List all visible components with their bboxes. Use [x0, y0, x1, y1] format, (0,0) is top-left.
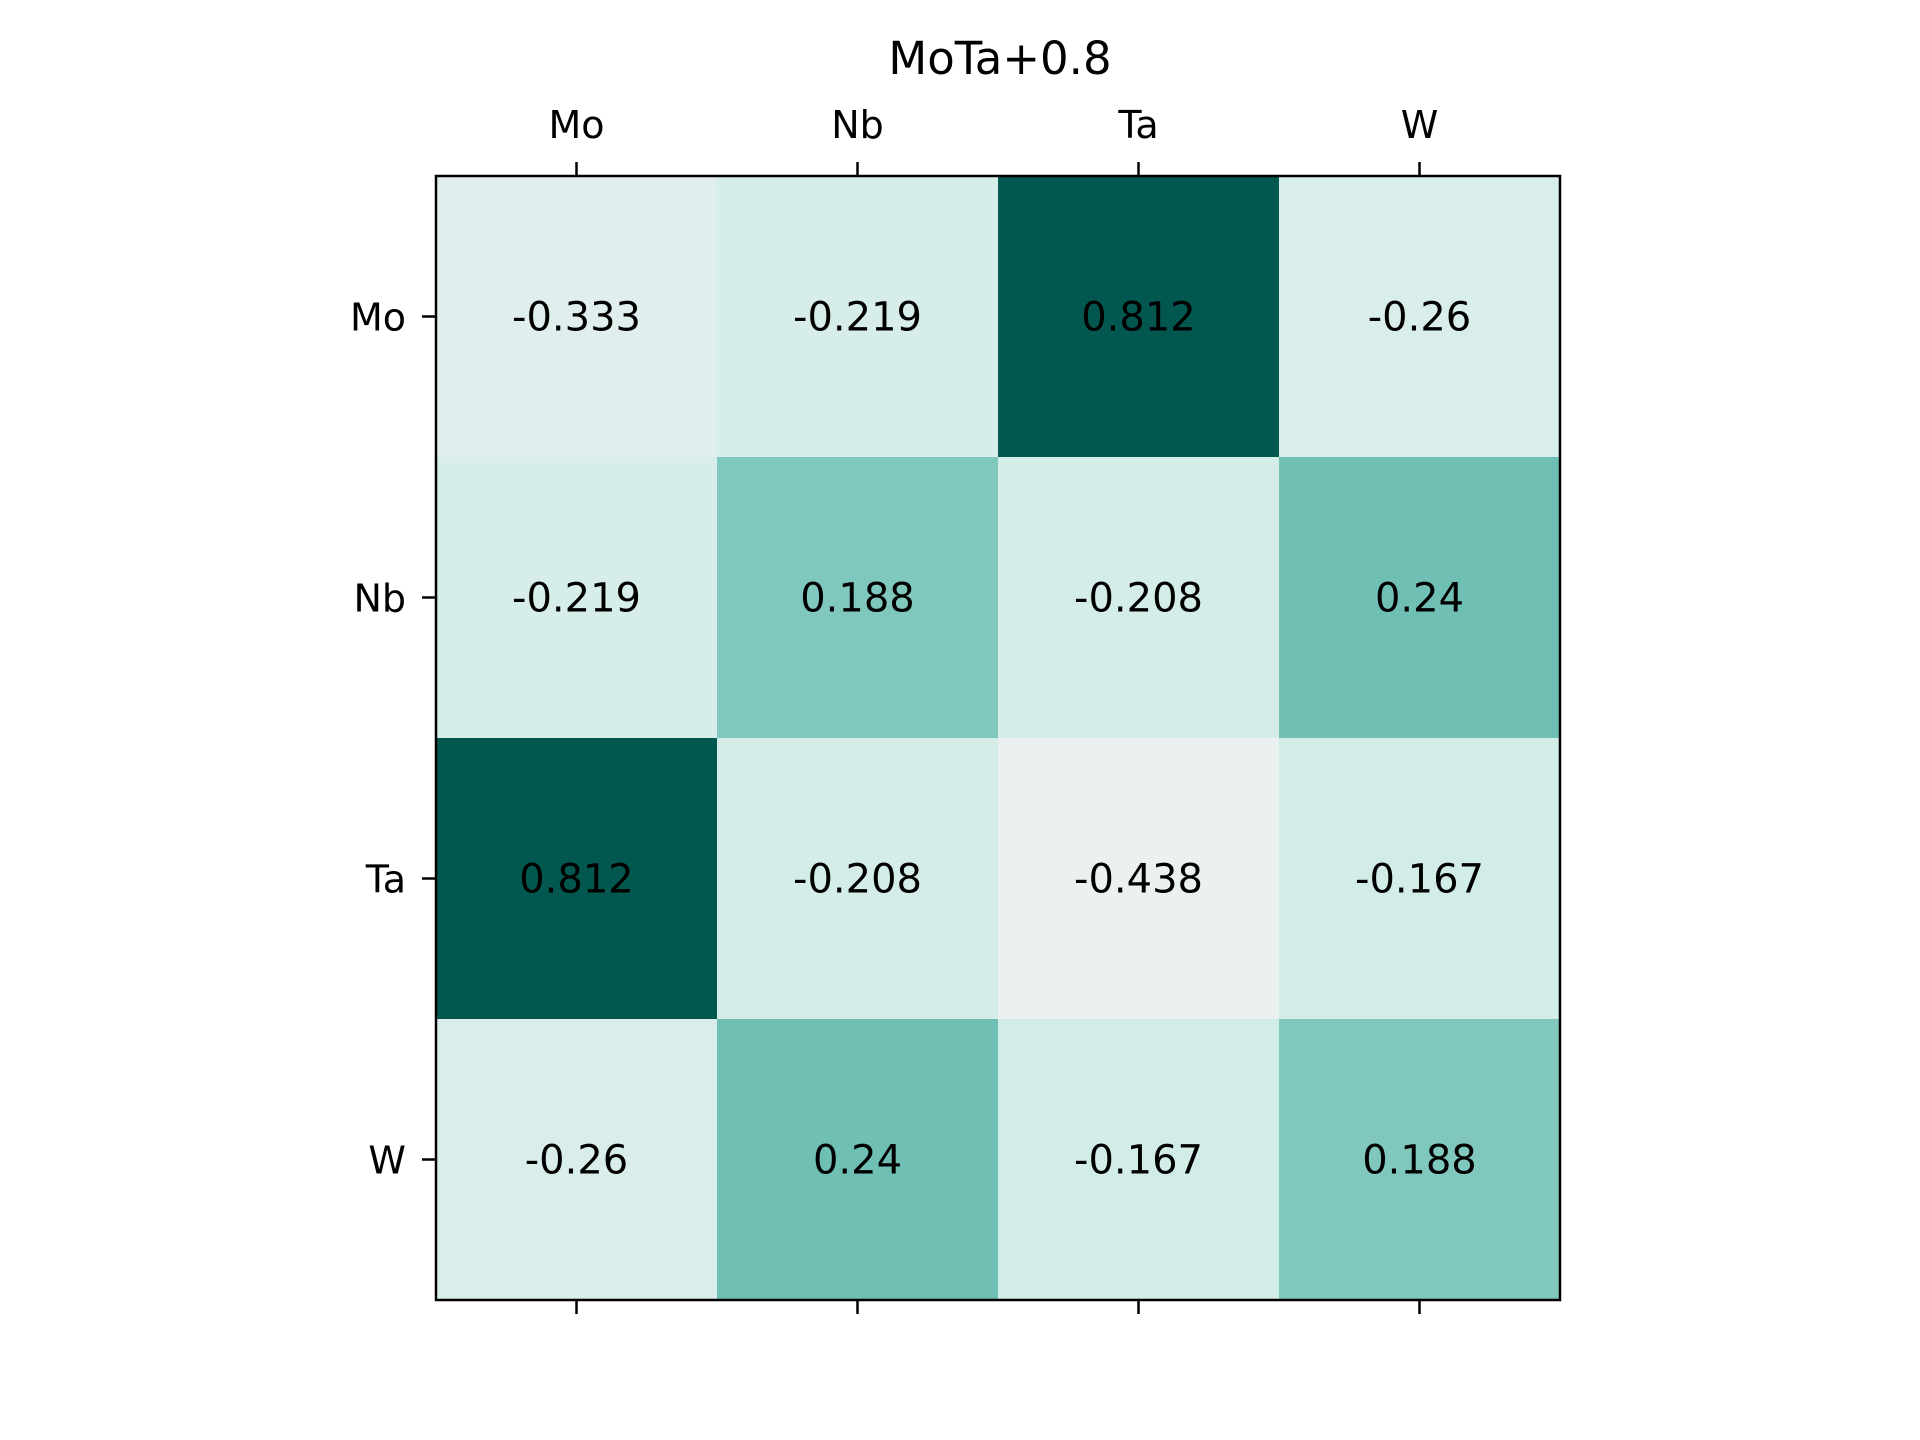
cell-value-label: 0.24 — [1375, 576, 1464, 622]
chart-title: MoTa+0.8 — [888, 32, 1111, 85]
x-tick-label: W — [1401, 103, 1439, 147]
cell-value-label: 0.812 — [519, 857, 634, 903]
heatmap-cell-w-ta — [998, 1019, 1280, 1301]
heatmap-cell-mo-ta — [998, 176, 1280, 458]
heatmap-cell-ta-mo — [436, 738, 718, 1020]
y-tick-label: W — [368, 1139, 406, 1183]
cell-value-label: 0.188 — [1362, 1138, 1477, 1184]
heatmap-cell-mo-nb — [717, 176, 999, 458]
x-tick-label: Mo — [548, 103, 604, 147]
cell-value-label: 0.188 — [800, 576, 915, 622]
heatmap-cell-mo-mo — [436, 176, 718, 458]
cell-value-label: -0.26 — [525, 1138, 629, 1184]
heatmap-cell-nb-ta — [998, 457, 1280, 739]
cell-value-label: -0.219 — [793, 295, 922, 341]
cell-value-label: -0.219 — [512, 576, 641, 622]
heatmap-cell-nb-w — [1279, 457, 1561, 739]
x-tick-label: Ta — [1117, 103, 1158, 147]
axis-ticks — [422, 162, 1421, 1314]
y-tick-label: Mo — [350, 296, 406, 340]
heatmap-cell-ta-ta — [998, 738, 1280, 1020]
cell-value-label: -0.438 — [1074, 857, 1203, 903]
heatmap-cell-ta-w — [1279, 738, 1561, 1020]
y-tick-label: Ta — [365, 858, 406, 902]
heatmap-cells — [436, 176, 1561, 1301]
cell-value-label: -0.208 — [1074, 576, 1203, 622]
cell-value-label: -0.26 — [1368, 295, 1472, 341]
cell-value-label: -0.167 — [1355, 857, 1484, 903]
heatmap-cell-w-mo — [436, 1019, 718, 1301]
cell-value-label: -0.167 — [1074, 1138, 1203, 1184]
heatmap-cell-nb-mo — [436, 457, 718, 739]
x-tick-label: Nb — [831, 103, 884, 147]
plot-frame — [434, 174, 1562, 1302]
heatmap-cell-labels: -0.333 -0.219 0.812 -0.26 -0.219 0.188 -0.208 0… — [512, 295, 1484, 1184]
y-tick-label: Nb — [353, 577, 406, 621]
heatmap-cell-w-w — [1279, 1019, 1561, 1301]
cell-value-label: 0.24 — [813, 1138, 902, 1184]
heatmap-cell-nb-nb — [717, 457, 999, 739]
heatmap-cell-w-nb — [717, 1019, 999, 1301]
cell-value-label: -0.333 — [512, 295, 641, 341]
heatmap-cell-ta-nb — [717, 738, 999, 1020]
heatmap-cell-mo-w — [1279, 176, 1561, 458]
cell-value-label: -0.208 — [793, 857, 922, 903]
axis-tick-labels: Mo Nb Ta W Mo Nb Ta W — [350, 103, 1438, 1183]
cell-value-label: 0.812 — [1081, 295, 1196, 341]
